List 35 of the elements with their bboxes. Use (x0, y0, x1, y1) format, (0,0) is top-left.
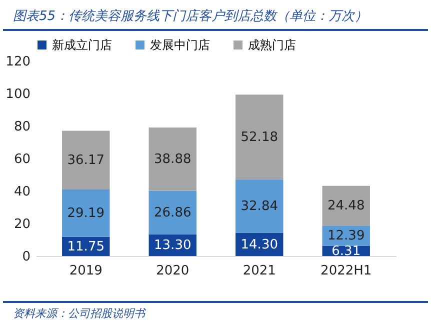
y-tick-label: 60 (14, 152, 30, 167)
legend-label: 发展中门店 (150, 38, 210, 52)
y-tick-label: 0 (22, 250, 30, 264)
x-tick-label: 2022H1 (320, 264, 372, 278)
bar (322, 186, 370, 226)
bar (236, 179, 284, 233)
bar (236, 94, 284, 180)
bar (62, 130, 110, 190)
x-tick-label: 2020 (156, 264, 190, 278)
data-label: 32.84 (240, 199, 278, 214)
legend-label: 新成立门店 (52, 38, 112, 52)
bar (148, 190, 196, 234)
y-tick-label: 80 (14, 120, 30, 134)
bar (148, 128, 196, 191)
data-label: 52.18 (240, 130, 278, 145)
data-label: 29.19 (67, 206, 104, 222)
y-tick-label: 20 (14, 217, 30, 232)
y-tick-label: 120 (6, 54, 30, 70)
data-label: 11.75 (67, 239, 104, 254)
data-label: 14.30 (240, 237, 278, 252)
data-label: 38.88 (154, 152, 192, 168)
legend-label: 成熟门店 (248, 38, 296, 52)
x-tick-label: 2019 (69, 264, 102, 278)
data-label: 13.30 (154, 238, 192, 254)
bar (62, 189, 110, 237)
data-label: 26.86 (154, 206, 192, 221)
y-tick-label: 100 (6, 87, 30, 102)
data-label: 36.17 (67, 153, 104, 168)
data-label: 6.31 (332, 244, 361, 259)
chart-title: 图表55：传统美容服务线下门店客户到店总数（单位：万次） (3, 0, 428, 31)
y-tick-label: 40 (14, 184, 30, 200)
data-label: 24.48 (328, 198, 365, 214)
data-label: 12.39 (328, 228, 365, 244)
text: 资料来源：公司招股说明书 (3, 301, 428, 321)
x-tick-label: 2021 (242, 264, 276, 278)
